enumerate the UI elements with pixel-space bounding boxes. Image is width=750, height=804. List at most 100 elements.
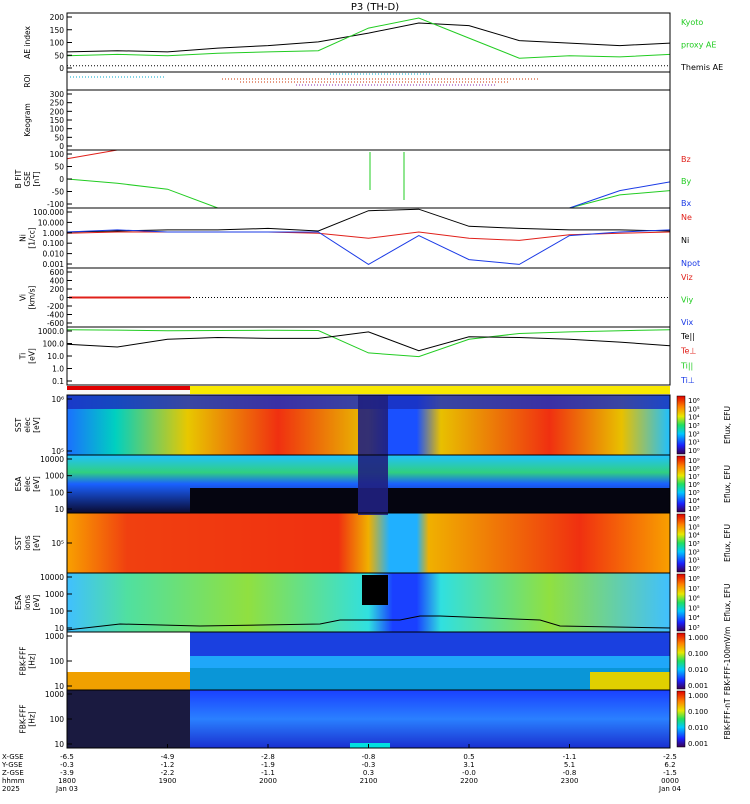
panel-frame-ae bbox=[66, 12, 671, 73]
y-tick-label: -200 bbox=[47, 302, 64, 311]
panel-frame-ti bbox=[66, 326, 671, 386]
colorbar-tick: 0.100 bbox=[688, 708, 708, 716]
fbk-mid-band bbox=[190, 656, 670, 668]
y-axis-label: SST bbox=[14, 536, 23, 551]
page-title: P3 (TH-D) bbox=[351, 2, 399, 13]
series-bz bbox=[67, 150, 670, 159]
y-tick-label: 100 bbox=[50, 488, 65, 497]
colorbar-tick: 0.001 bbox=[688, 740, 708, 748]
colorbar-label: Eflux, EFU bbox=[723, 465, 732, 503]
x-tick-time: 2000 bbox=[259, 777, 277, 785]
series-ti- bbox=[66, 329, 671, 358]
panel-frame-bfield bbox=[66, 149, 671, 209]
colorbar-label: Eflux, EFU bbox=[723, 406, 732, 444]
y-tick-label: 200 bbox=[50, 285, 65, 294]
colorbar-tick: 10⁶ bbox=[688, 481, 700, 489]
legend-entry: proxy AE bbox=[681, 41, 716, 50]
y-axis-label: [Hz] bbox=[28, 711, 37, 727]
x-tick-value: -3.9 bbox=[60, 769, 74, 777]
colorbar-tick: 10¹ bbox=[688, 557, 700, 565]
colorbar-tick: 10⁵ bbox=[688, 604, 700, 612]
colorbar-tick: 10³ bbox=[688, 624, 700, 632]
x-tick-time: 1900 bbox=[159, 777, 177, 785]
x-tick-value: -1.2 bbox=[161, 761, 175, 769]
fbk2-cyan-blip bbox=[350, 743, 390, 748]
colorbar-tick: 10⁷ bbox=[688, 585, 700, 593]
x-tick-value: 6.2 bbox=[664, 761, 675, 769]
colorbar-tick: 10⁴ bbox=[688, 497, 700, 505]
y-axis-label: ROI bbox=[23, 74, 32, 87]
series-ni bbox=[66, 208, 671, 233]
x-tick-date: Jan 03 bbox=[55, 785, 78, 793]
fbk2-early-dark bbox=[67, 690, 190, 748]
y-tick-label: 10.000 bbox=[38, 218, 64, 227]
x-row-label: Y-GSE bbox=[1, 761, 23, 769]
y-tick-label: 100.0 bbox=[43, 340, 65, 349]
x-tick-value: 0.3 bbox=[363, 769, 374, 777]
colorbar-tick: 10⁹ bbox=[688, 457, 700, 465]
x-row-label: 2025 bbox=[2, 785, 20, 793]
x-row-label: X-GSE bbox=[2, 753, 24, 761]
colorbar-label: FBK-FFF-100mV/m bbox=[723, 627, 732, 696]
y-tick-label: 100 bbox=[50, 715, 65, 724]
legend-entry: Vix bbox=[681, 318, 694, 327]
esa-ion-boundary-curve bbox=[66, 615, 671, 631]
legend-entry: Themis AE bbox=[680, 63, 723, 72]
series-bx bbox=[569, 181, 671, 209]
y-tick-label: 250 bbox=[50, 99, 65, 108]
colorbar-label: Eflux, EFU bbox=[723, 584, 732, 622]
colorbar-tick: 10⁷ bbox=[688, 473, 700, 481]
y-tick-label: 10⁵ bbox=[51, 539, 64, 548]
y-axis-label: [eV] bbox=[32, 595, 41, 611]
colorbar-tick: 10³ bbox=[688, 422, 700, 430]
colorbar-tick: 10⁴ bbox=[688, 614, 700, 622]
legend-entry: Viz bbox=[681, 273, 693, 282]
legend-entry: Ni bbox=[681, 236, 689, 245]
y-axis-label: Ni bbox=[19, 234, 28, 242]
y-axis-label: ESA bbox=[14, 476, 23, 492]
y-axis-label: [eV] bbox=[32, 417, 41, 433]
y-tick-label: 1000 bbox=[45, 632, 64, 641]
y-tick-label: 10 bbox=[54, 624, 64, 633]
colorbar-label: Eflux, EFU bbox=[723, 524, 732, 562]
y-tick-label: 150 bbox=[50, 116, 65, 125]
quality-bar-white bbox=[67, 390, 190, 394]
y-tick-label: 10 bbox=[54, 505, 64, 514]
esa-e-dark-region bbox=[190, 488, 670, 513]
x-tick-value: -1.5 bbox=[663, 769, 677, 777]
colorbar-tick: 10⁶ bbox=[688, 595, 700, 603]
legend-entry: Ti⊥ bbox=[680, 376, 695, 385]
colorbar-tick: 1.000 bbox=[688, 634, 708, 642]
y-axis-label: elec bbox=[23, 476, 32, 491]
x-tick-value: -2.5 bbox=[663, 753, 677, 761]
x-tick-value: -6.5 bbox=[60, 753, 74, 761]
y-tick-label: 100 bbox=[50, 657, 65, 666]
colorbar-tick: 10³ bbox=[688, 540, 700, 548]
x-tick-value: -1.9 bbox=[261, 761, 275, 769]
series-te- bbox=[66, 331, 671, 352]
y-tick-label: 10000 bbox=[40, 573, 64, 582]
x-row-label: Z-GSE bbox=[2, 769, 24, 777]
legend-entry: Te|| bbox=[680, 332, 695, 341]
fbk-low-band bbox=[190, 668, 670, 690]
y-axis-label: [Hz] bbox=[28, 653, 37, 669]
legend-entry: Npot bbox=[681, 259, 700, 268]
y-tick-label: 50 bbox=[54, 163, 64, 172]
y-axis-label: AE index bbox=[23, 26, 32, 59]
quality-bar-red bbox=[67, 386, 190, 390]
y-axis-label: ions bbox=[23, 595, 32, 610]
y-tick-label: 10000 bbox=[40, 455, 64, 464]
colorbar-sst_e bbox=[676, 395, 686, 455]
colorbar-tick: 10⁴ bbox=[688, 532, 700, 540]
colorbar-tick: 10⁵ bbox=[688, 523, 700, 531]
y-tick-label: 200 bbox=[50, 107, 65, 116]
y-axis-label: FBK-FFF bbox=[19, 704, 28, 733]
y-tick-label: 50 bbox=[54, 51, 64, 60]
central-gap-ions bbox=[362, 575, 388, 605]
colorbar-tick: 10⁸ bbox=[688, 465, 700, 473]
y-tick-label: 0.1 bbox=[52, 377, 64, 386]
y-tick-label: 0 bbox=[59, 142, 64, 151]
y-axis-label: Vi bbox=[19, 294, 28, 301]
y-tick-label: 0 bbox=[59, 175, 64, 184]
y-tick-label: 0 bbox=[59, 64, 64, 73]
